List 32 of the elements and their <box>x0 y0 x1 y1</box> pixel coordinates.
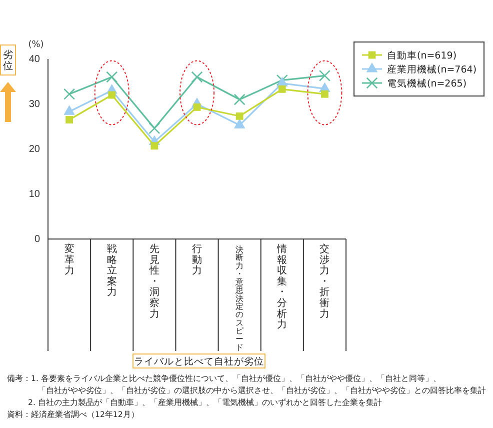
point <box>108 91 116 99</box>
point <box>278 85 286 93</box>
y-tick-label: 30 <box>28 99 40 110</box>
point <box>234 118 246 128</box>
text: 劣位 <box>3 49 13 72</box>
y-tick-label: 40 <box>28 54 40 66</box>
point <box>191 71 203 83</box>
point <box>66 116 73 124</box>
x-tick-label: 先見性・洞察力 <box>148 243 160 320</box>
point <box>148 122 160 134</box>
x-tick-label: 戦略立案力 <box>106 243 117 298</box>
x-tick-label: 変革力 <box>64 243 74 277</box>
category-label: 決断力・意思決定のスピード <box>236 244 244 352</box>
point <box>64 88 76 100</box>
legend-label: 自動車(n=619) <box>387 50 457 62</box>
x-tick-label: 情報収集・分析力 <box>276 243 288 331</box>
point <box>236 112 244 120</box>
x-tick-label: 交渉力・折衝力 <box>320 243 330 320</box>
legend-label: 電気機械(n=265) <box>387 78 467 90</box>
legend-label: 産業用機械(n=764) <box>387 64 477 76</box>
y-axis-title: (%) <box>28 40 44 50</box>
point <box>318 70 330 82</box>
x-tick-label: 行動力 <box>192 244 202 277</box>
point <box>106 71 118 83</box>
y-tick-label: 0 <box>34 234 40 246</box>
y-tick-label: 20 <box>28 144 40 156</box>
point <box>193 103 201 111</box>
point <box>64 105 75 115</box>
point <box>234 94 246 106</box>
y-tick-label: 10 <box>28 189 40 200</box>
point <box>150 142 158 150</box>
point <box>321 90 328 98</box>
